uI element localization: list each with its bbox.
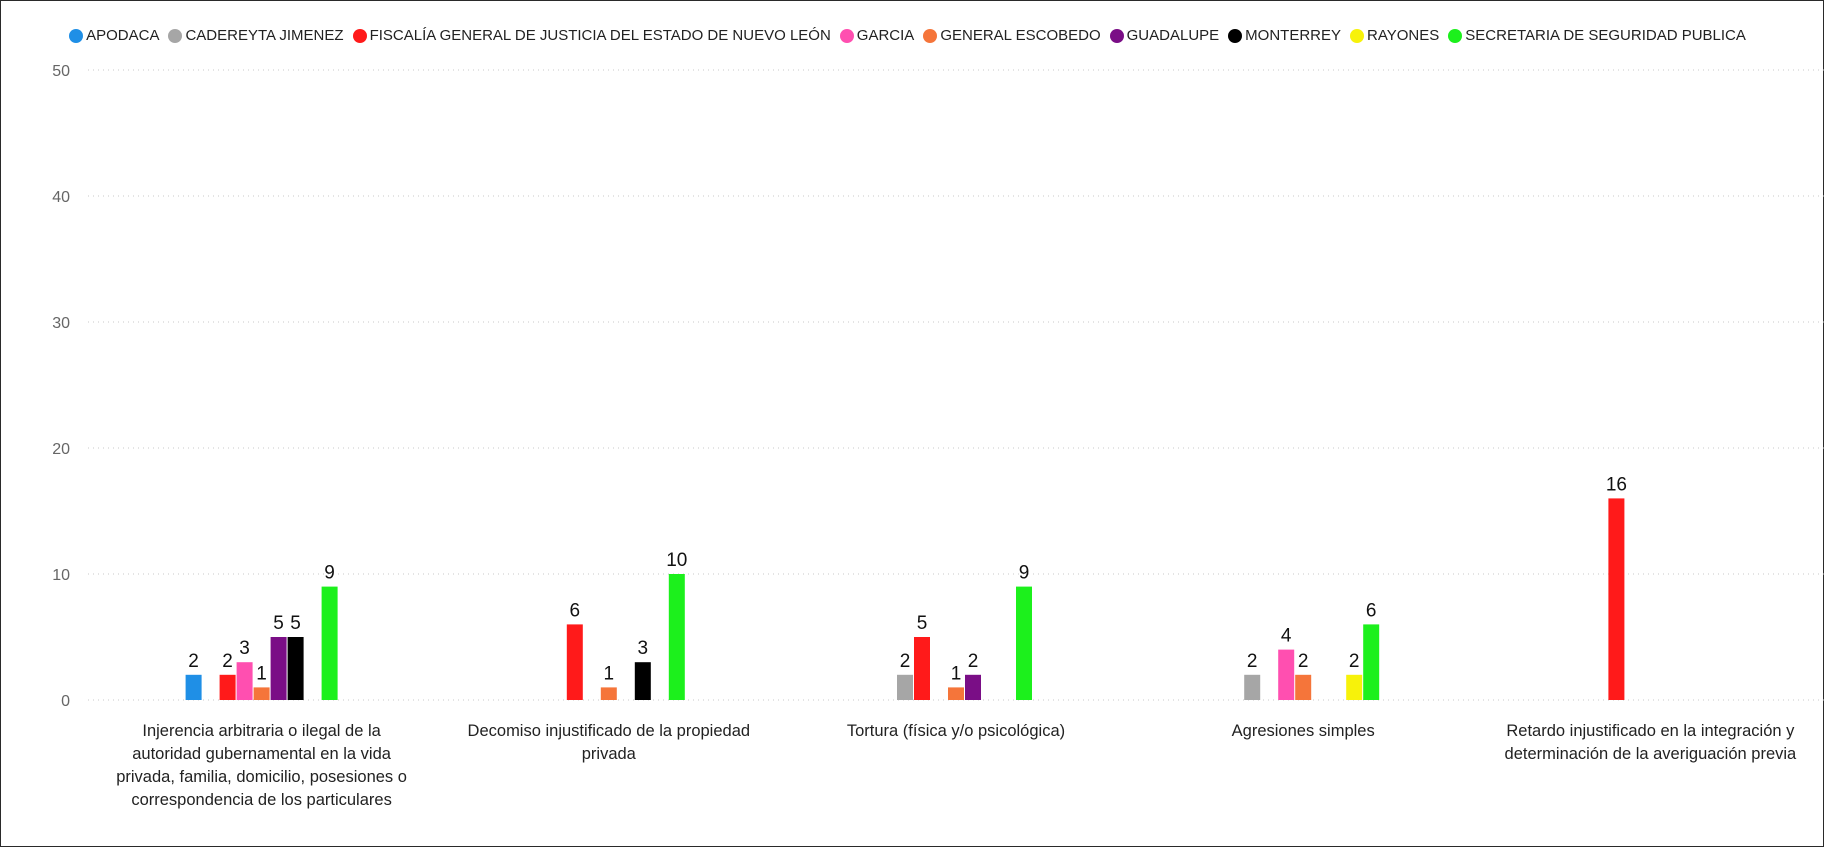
legend-label: FISCALÍA GENERAL DE JUSTICIA DEL ESTADO … (369, 27, 831, 44)
legend-item[interactable]: APODACA (69, 27, 159, 44)
y-tick-label: 0 (61, 693, 70, 710)
y-tick-label: 20 (52, 441, 70, 458)
y-tick-label: 40 (52, 189, 70, 206)
legend-marker (168, 28, 183, 43)
bar[interactable] (219, 674, 236, 700)
legend-label: APODACA (86, 27, 160, 44)
data-label: 9 (324, 563, 335, 584)
data-label: 1 (951, 663, 962, 684)
legend-label: GENERAL ESCOBEDO (940, 27, 1101, 44)
data-label: 16 (1606, 474, 1627, 495)
y-tick-label: 50 (52, 63, 70, 80)
data-label: 1 (256, 663, 267, 684)
y-tick-label: 10 (52, 567, 70, 584)
legend-marker (839, 28, 854, 43)
bar[interactable] (287, 637, 304, 700)
bar[interactable] (1244, 674, 1261, 700)
legend-marker (352, 28, 367, 43)
x-category-label: Tortura (física y/o psicológica) (846, 722, 1066, 740)
bar[interactable] (236, 662, 253, 700)
data-label: 5 (917, 613, 928, 634)
legend-label: RAYONES (1367, 27, 1440, 44)
bar[interactable] (1278, 649, 1295, 700)
legend-item[interactable]: GARCIA (839, 27, 915, 44)
legend: APODACA CADEREYTA JIMENEZ FISCALÍA GENERAL… (0, 27, 1824, 44)
data-label: 2 (188, 651, 199, 672)
data-label: 3 (638, 638, 649, 659)
legend-item[interactable]: SECRETARIA DE SEGURIDAD PUBLICA (1448, 27, 1746, 44)
data-label: 9 (1019, 563, 1030, 584)
bar[interactable] (1016, 586, 1032, 700)
data-label: 2 (1247, 651, 1258, 672)
bar[interactable] (600, 687, 617, 700)
bar[interactable] (1363, 624, 1380, 700)
bar[interactable] (321, 586, 338, 700)
data-label: 6 (1366, 600, 1377, 621)
data-label: 2 (1298, 651, 1309, 672)
legend-label: SECRETARIA DE SEGURIDAD PUBLICA (1465, 27, 1746, 44)
data-label: 5 (273, 613, 284, 634)
legend-marker (69, 28, 84, 43)
bar[interactable] (668, 574, 685, 700)
legend-label: GARCIA (856, 27, 915, 44)
data-label: 3 (239, 638, 250, 659)
bar[interactable] (965, 674, 981, 700)
x-category-label: Decomiso injustificado de la propiedad p… (467, 722, 751, 763)
legend-item[interactable]: FISCALÍA GENERAL DE JUSTICIA DEL ESTADO … (352, 27, 831, 44)
data-label: 6 (570, 600, 581, 621)
data-label: 10 (666, 550, 687, 571)
data-label: 5 (290, 613, 301, 634)
legend-marker (923, 28, 938, 43)
x-category-label: Injerencia arbitraria o ilegal de la aut… (116, 722, 407, 809)
bar[interactable] (634, 662, 651, 700)
data-label: 2 (222, 651, 233, 672)
legend-item[interactable]: GENERAL ESCOBEDO (923, 27, 1101, 44)
bar[interactable] (270, 637, 287, 700)
data-label: 2 (900, 651, 911, 672)
legend-item[interactable]: GUADALUPE (1109, 27, 1220, 44)
data-label: 4 (1281, 626, 1292, 647)
x-category-label: Agresiones simples (1231, 722, 1375, 740)
data-label: 2 (968, 651, 979, 672)
y-tick-label: 30 (52, 315, 70, 332)
legend-item[interactable]: CADEREYTA JIMENEZ (168, 27, 344, 44)
bar[interactable] (914, 637, 930, 700)
legend-label: GUADALUPE (1126, 27, 1220, 44)
legend-marker (1109, 28, 1124, 43)
bar[interactable] (566, 624, 583, 700)
data-label: 1 (604, 663, 615, 684)
bar[interactable] (1608, 498, 1625, 700)
legend-marker (1448, 28, 1463, 43)
legend-item[interactable]: MONTERREY (1228, 27, 1341, 44)
legend-label: MONTERREY (1245, 27, 1342, 44)
bar[interactable] (1295, 674, 1312, 700)
legend-label: CADEREYTA JIMENEZ (185, 27, 344, 44)
legend-item[interactable]: RAYONES (1350, 27, 1439, 44)
legend-marker (1350, 28, 1365, 43)
legend-marker (1228, 28, 1243, 43)
bar[interactable] (1346, 674, 1363, 700)
bar[interactable] (897, 674, 913, 700)
bar[interactable] (185, 674, 202, 700)
bar[interactable] (948, 687, 964, 700)
bar[interactable] (253, 687, 270, 700)
data-label: 2 (1349, 651, 1360, 672)
x-category-label: Retardo injustificado en la integración … (1504, 722, 1797, 763)
